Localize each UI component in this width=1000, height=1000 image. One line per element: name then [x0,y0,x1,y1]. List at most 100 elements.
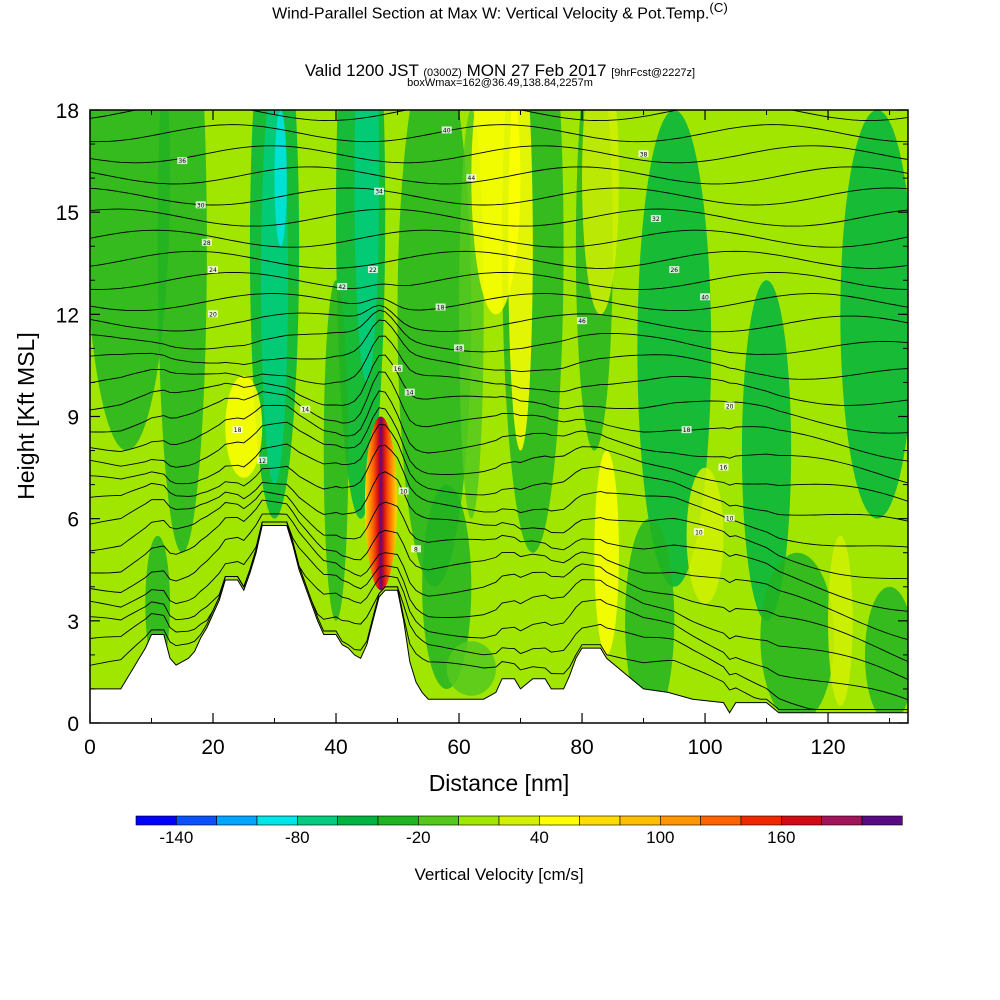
y-tick-label: 3 [67,611,79,634]
theta-label-text: 34 [375,189,383,196]
theta-label: 24 [208,266,219,274]
theta-contour-line [90,521,908,681]
theta-contour-line [90,271,908,290]
theta-label-text: 10 [695,529,703,536]
velocity-blob [323,280,349,621]
theta-contours [90,110,908,710]
theta-contour-line [90,309,908,355]
theta-label: 42 [337,283,348,291]
colorbar-tick-label: -20 [406,828,431,847]
theta-contour-line [90,354,908,434]
theta-contour-line [90,145,908,164]
theta-label: 40 [700,293,711,301]
colorbar: -140 -80 -20 40 100 160 [135,815,903,847]
updraft-core [364,416,397,591]
theta-label: 10 [398,487,409,495]
velocity-blob [828,535,853,706]
theta-label: 26 [669,266,680,274]
theta-label-text: 24 [209,267,217,274]
colorbar-swatch [216,815,258,826]
colorbar-swatch [418,815,459,826]
theta-label-text: 20 [726,403,734,410]
valid-date: MON 27 Feb 2017 [466,61,607,80]
colorbar-swatch [579,815,621,826]
theta-label-text: 20 [209,311,217,318]
theta-contour-line [90,304,908,333]
theta-contour-line [90,208,908,227]
theta-label-text: 10 [726,516,734,523]
valid-prefix: Valid 1200 JST [304,61,419,80]
theta-contour-line [90,229,908,248]
x-tick-label: 80 [570,736,593,759]
velocity-blob [741,280,792,621]
theta-label: 12 [257,456,268,465]
box-info: boxWmax=162@36.49,138.84,2257m [407,77,593,89]
theta-label: 20 [208,310,219,318]
colorbar-swatch [458,815,500,826]
y-tick-label: 18 [56,100,79,123]
colorbar-swatch [619,815,661,826]
colorbar-tick-label: 100 [646,828,674,847]
chart-title: Wind-Parallel Section at Max W: Vertical… [0,0,1000,23]
theta-label-text: 30 [197,202,205,209]
theta-label-text: 46 [578,318,586,325]
theta-label-text: 14 [301,407,309,414]
colorbar-tick-label: 160 [767,828,795,847]
theta-label-text: 36 [178,158,186,165]
y-axis-label: Height [Kft MSL] [13,332,39,499]
theta-label-text: 10 [400,488,408,495]
colorbar-tick-label: -80 [285,828,310,847]
x-axis-label: Distance [nm] [429,770,570,796]
y-tick-label: 15 [56,202,79,225]
x-tick-label: 20 [201,736,224,759]
theta-label-text: 38 [640,151,648,158]
x-axis: 0 20 40 60 80 100 120 [84,110,891,759]
velocity-blob [760,552,835,723]
colorbar-swatch [781,815,822,826]
x-tick-label: 100 [688,736,723,759]
colorbar-swatch [256,815,298,826]
theta-label: 14 [300,405,311,414]
y-tick-label: 12 [56,304,79,327]
theta-label-text: 16 [394,366,402,373]
theta-label: 32 [650,214,661,223]
theta-label: 48 [454,344,465,352]
colorbar-swatch [740,815,782,826]
theta-label-text: 14 [406,390,414,397]
theta-label: 44 [466,174,477,182]
terrain [90,525,908,723]
theta-label: 14 [404,388,415,397]
theta-label: 18 [681,426,692,434]
x-tick-label: 60 [447,736,470,759]
theta-label-text: 48 [455,345,463,352]
colorbar-swatch [337,815,379,826]
theta-label: 18 [435,303,446,312]
theta-label-text: 40 [701,294,709,301]
colorbar-swatch [660,815,701,826]
theta-label-text: 44 [468,175,476,182]
theta-label-text: 32 [652,216,660,223]
theta-label: 10 [724,514,735,523]
theta-label: 20 [724,402,735,410]
velocity-blob [625,518,675,723]
velocity-blob [508,110,533,451]
velocity-blob [422,484,472,689]
theta-contour-line [90,166,908,185]
theta-contour-labels: 8 10 10 10 12 14 14 16 16 18 18 18 20 20 22 24 26 28 30 32 3… [177,126,735,553]
theta-contour-line [90,250,908,269]
theta-label-text: 16 [720,465,728,472]
theta-contour-line [90,499,908,641]
valid-utc: (0300Z) [423,67,462,79]
theta-contour-line [90,335,908,406]
colorbar-tick-label: -140 [159,828,193,847]
theta-label-text: 18 [234,427,242,434]
theta-contour-line [90,319,908,380]
theta-label-text: 26 [670,267,678,274]
theta-contour-line [90,471,908,580]
velocity-blob [90,110,170,451]
theta-label-text: 12 [258,458,266,465]
theta-label-text: 42 [338,284,346,291]
copyright-mark: (C) [709,0,728,15]
theta-contour-line [90,124,908,143]
